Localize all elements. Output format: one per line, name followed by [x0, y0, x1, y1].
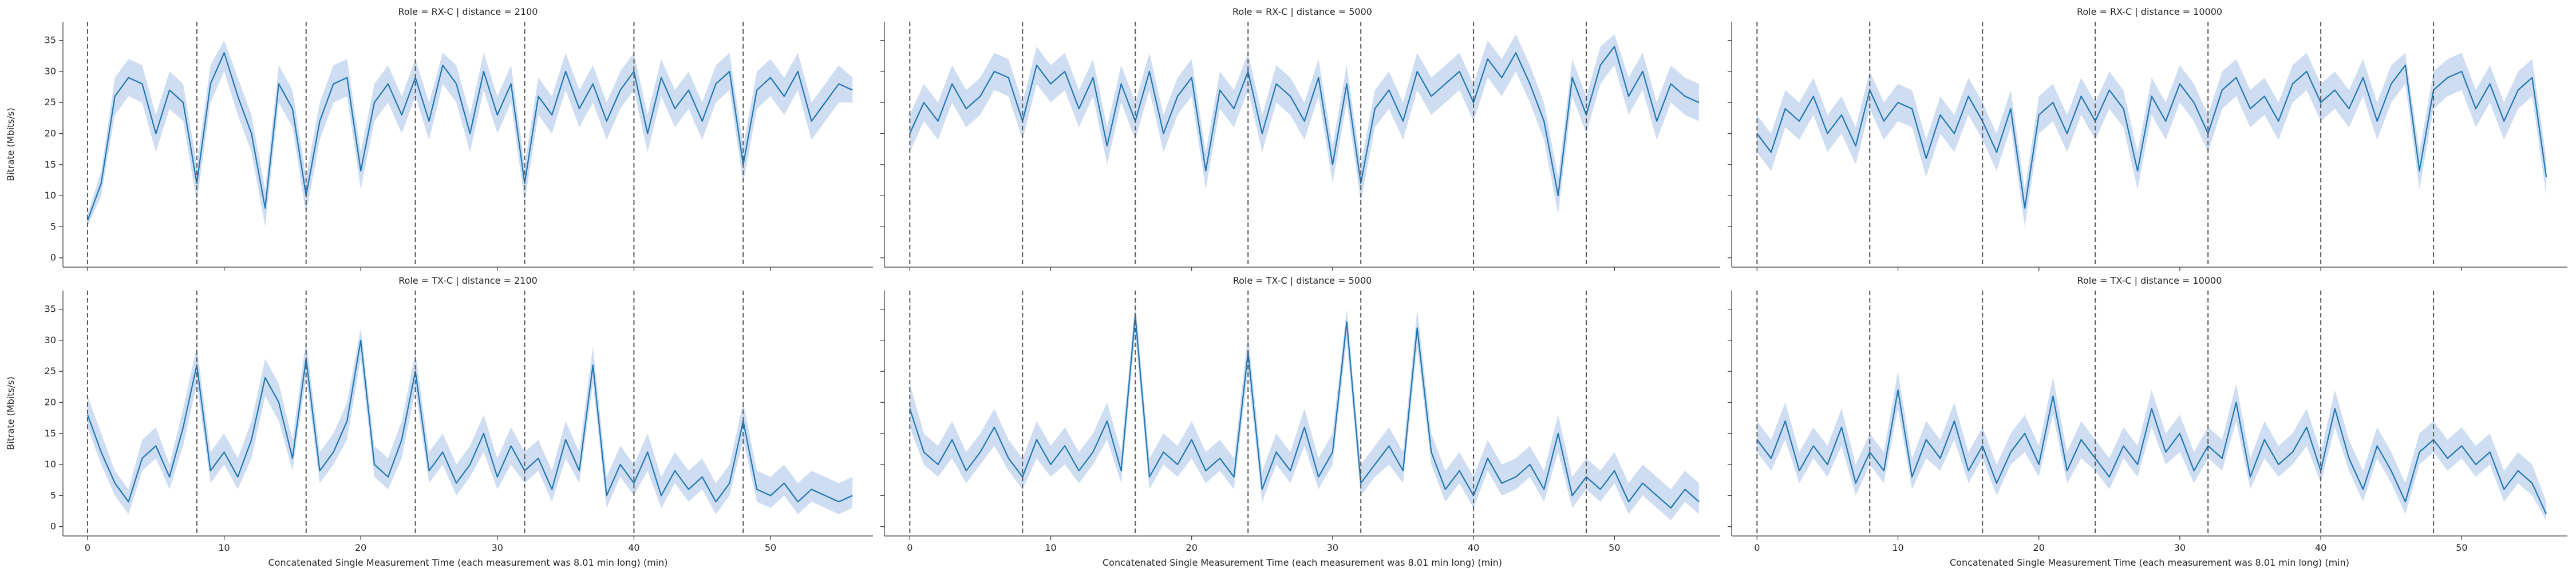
- y-tick-label: 25: [45, 366, 56, 376]
- confidence-band: [910, 34, 1700, 214]
- series-line: [909, 46, 1700, 197]
- y-tick-label: 30: [45, 66, 56, 77]
- x-tick-label: 50: [765, 542, 776, 553]
- y-axis-label: Bitrate (Mbits/s): [5, 376, 16, 450]
- y-axis-label: Bitrate (Mbits/s): [5, 108, 16, 181]
- facet-panel: Role = RX-C | distance = 10000: [1728, 6, 2567, 271]
- panel-title: Role = RX-C | distance = 5000: [1232, 6, 1372, 17]
- x-tick-label: 40: [2315, 542, 2326, 553]
- confidence-band: [910, 303, 1700, 521]
- confidence-band: [1757, 53, 2547, 227]
- panel-title: Role = TX-C | distance = 10000: [2077, 275, 2222, 286]
- x-tick-label: 50: [1609, 542, 1620, 553]
- y-tick-label: 5: [50, 221, 56, 232]
- x-axis-label: Concatenated Single Measurement Time (ea…: [268, 557, 668, 568]
- y-tick-label: 0: [50, 521, 56, 532]
- panel-title: Role = RX-C | distance = 10000: [2077, 6, 2222, 17]
- y-tick-label: 15: [45, 428, 56, 439]
- confidence-band: [88, 328, 853, 514]
- x-axis-label: Concatenated Single Measurement Time (ea…: [1103, 557, 1502, 568]
- y-tick-label: 30: [45, 335, 56, 345]
- x-tick-label: 30: [1327, 542, 1338, 553]
- x-tick-label: 40: [628, 542, 639, 553]
- confidence-band: [1757, 371, 2547, 521]
- facet-panel: Role = RX-C | distance = 2100 0 5 10 15 20 25 3…: [5, 6, 873, 271]
- x-tick-label: 10: [218, 542, 230, 553]
- y-tick-label: 0: [50, 252, 56, 263]
- x-tick-label: 50: [2456, 542, 2467, 553]
- facet-panel: Role = RX-C | distance = 5000: [880, 6, 1720, 271]
- y-tick-label: 20: [45, 128, 56, 138]
- series-line: [1756, 389, 2547, 515]
- series-line: [86, 339, 853, 503]
- x-tick-label: 40: [1468, 542, 1479, 553]
- panel-title: Role = RX-C | distance = 2100: [398, 6, 538, 17]
- y-tick-label: 5: [50, 490, 56, 500]
- x-tick-label: 20: [2033, 542, 2045, 553]
- series-line: [909, 315, 1700, 509]
- x-tick-label: 30: [492, 542, 503, 553]
- x-axis-label: Concatenated Single Measurement Time (ea…: [1950, 557, 2349, 568]
- panel-title: Role = TX-C | distance = 5000: [1233, 275, 1372, 286]
- y-tick-label: 35: [45, 304, 56, 315]
- x-tick-label: 30: [2174, 542, 2186, 553]
- y-tick-label: 25: [45, 97, 56, 108]
- series-line: [86, 52, 853, 221]
- y-tick-label: 20: [45, 396, 56, 407]
- x-tick-label: 0: [85, 542, 90, 553]
- panel-title: Role = TX-C | distance = 2100: [398, 275, 538, 286]
- x-tick-label: 10: [1892, 542, 1903, 553]
- y-tick-label: 10: [45, 190, 56, 201]
- y-tick-label: 10: [45, 459, 56, 470]
- facet-panel: Role = TX-C | distance = 10000 0 10 20 30 40 5…: [1728, 275, 2567, 568]
- y-tick-label: 35: [45, 35, 56, 46]
- y-tick-label: 15: [45, 159, 56, 170]
- x-tick-label: 0: [1754, 542, 1760, 553]
- facet-panel: Role = TX-C | distance = 5000 0 10 20 30 40 50…: [880, 275, 1720, 568]
- series-line: [1756, 64, 2547, 209]
- x-tick-label: 0: [907, 542, 912, 553]
- x-tick-label: 20: [355, 542, 366, 553]
- x-tick-label: 20: [1186, 542, 1198, 553]
- x-tick-label: 10: [1045, 542, 1056, 553]
- facet-panel: Role = TX-C | distance = 2100 0 5 10 15 20 25 3…: [5, 275, 873, 568]
